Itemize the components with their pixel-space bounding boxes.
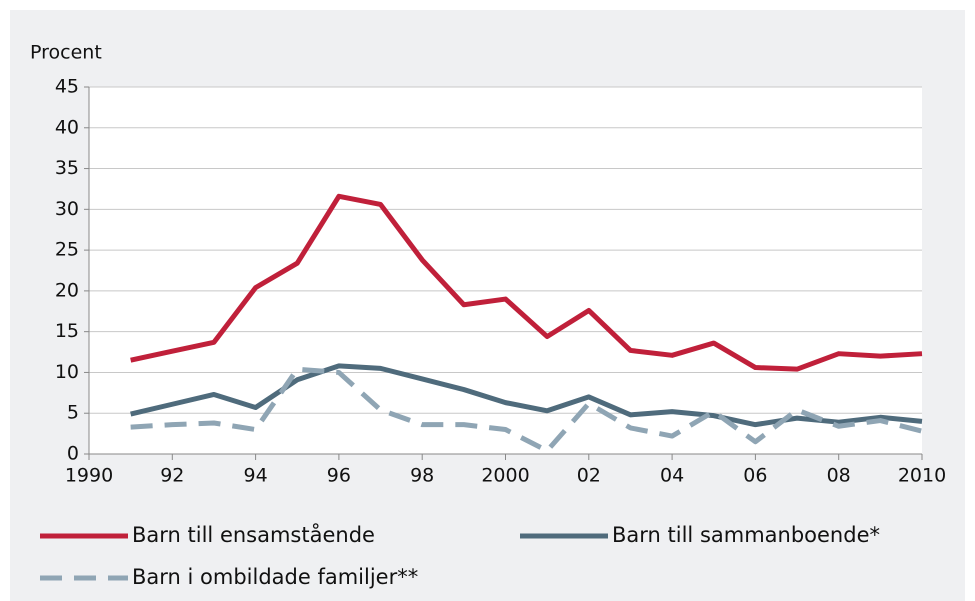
y-tick-label: 15: [55, 320, 79, 342]
legend-label: Barn i ombildade familjer**: [132, 565, 418, 589]
y-tick-label: 40: [55, 116, 79, 138]
y-tick-label: 30: [55, 198, 79, 220]
x-tick-label: 92: [160, 465, 184, 487]
plot-area: [89, 87, 922, 454]
series-line: [130, 366, 923, 454]
x-tick-label: 2010: [898, 465, 946, 487]
y-tick-label: 20: [55, 279, 79, 301]
x-tick-label: 2000: [481, 465, 529, 487]
x-tick-label: 02: [577, 465, 601, 487]
legend-label: Barn till sammanboende*: [612, 523, 880, 547]
x-tick-label: 06: [743, 465, 767, 487]
series-line: [130, 193, 923, 372]
legend-label: Barn till ensamstående: [132, 522, 375, 547]
x-tick-label: 96: [327, 465, 351, 487]
x-tick-label: 08: [827, 465, 851, 487]
series-line: [130, 363, 923, 428]
x-tick-label: 04: [660, 465, 684, 487]
x-tick-label: 94: [244, 465, 268, 487]
y-tick-label: 5: [67, 402, 79, 424]
x-tick-label: 98: [410, 465, 434, 487]
y-tick-label: 35: [55, 157, 79, 179]
y-tick-label: 25: [55, 239, 79, 261]
y-tick-label: 0: [67, 443, 79, 465]
y-axis-label: Procent: [30, 42, 102, 64]
y-tick-label: 45: [55, 76, 79, 98]
x-tick-label: 1990: [65, 465, 113, 487]
y-tick-label: 10: [55, 361, 79, 383]
